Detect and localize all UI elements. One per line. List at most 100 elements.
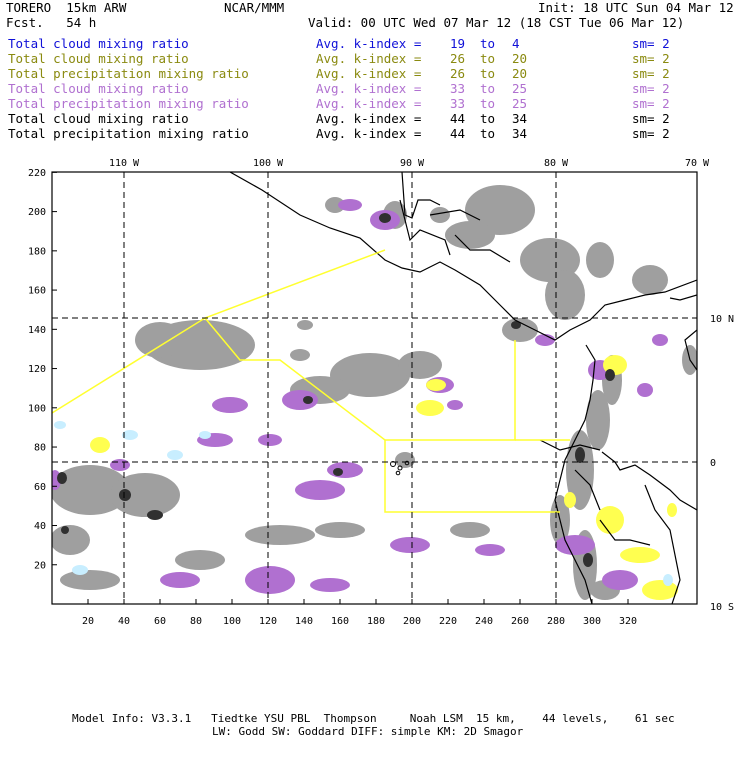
grid-x-tick-label: 320 (619, 616, 637, 627)
legend-row: Total cloud mixing ratio Avg. k-index = 26… (8, 51, 734, 66)
legend-kindex: Avg. k-index = (316, 126, 422, 141)
longitude-label: 90 W (400, 158, 425, 169)
model-title: TORERO 15km ARW (6, 0, 127, 15)
grid-y-tick-label: 200 (28, 207, 46, 218)
legend-row: Total cloud mixing ratio Avg. k-index = 44… (8, 111, 734, 126)
init-time: Init: 18 UTC Sun 04 Mar 12 (538, 0, 734, 15)
legend-to: 4 (512, 36, 520, 51)
legend-from: 26 (450, 66, 466, 81)
grid-x-tick-label: 260 (511, 616, 529, 627)
legend-sm: sm= 2 (632, 126, 670, 141)
grid-x-tick-label: 180 (367, 616, 385, 627)
grid-x-tick-label: 300 (583, 616, 601, 627)
axis-labels: 110 W 100 W 90 W 80 W 70 W 10 N 0 10 S 220 200 180… (28, 158, 734, 627)
longitude-label: 100 W (253, 158, 284, 169)
legend-sm: sm= 2 (632, 81, 670, 96)
legend-row: Total cloud mixing ratio Avg. k-index = 19… (8, 36, 734, 51)
legend-kindex: Avg. k-index = (316, 51, 422, 66)
legend-to-word: to (480, 96, 496, 111)
latitude-label: 0 (710, 458, 716, 469)
legend-to-word: to (480, 36, 496, 51)
legend-field: Total cloud mixing ratio (8, 111, 189, 126)
grid-y-tick-label: 20 (34, 560, 46, 571)
legend-to-word: to (480, 111, 496, 126)
legend-field: Total precipitation mixing ratio (8, 126, 249, 141)
grid-x-tick-label: 220 (439, 616, 457, 627)
legend-to: 34 (512, 111, 528, 126)
legend-from: 44 (450, 111, 466, 126)
latitude-label: 10 N (710, 314, 734, 325)
legend-from: 26 (450, 51, 466, 66)
legend-sm: sm= 2 (632, 66, 670, 81)
cloud-field-light-blue (54, 421, 673, 586)
grid-x-tick-label: 200 (403, 616, 421, 627)
legend-kindex: Avg. k-index = (316, 111, 422, 126)
grid-y-tick-label: 120 (28, 364, 46, 375)
legend-kindex: Avg. k-index = (316, 66, 422, 81)
legend-field: Total cloud mixing ratio (8, 36, 189, 51)
legend-row: Total precipitation mixing ratio Avg. k-i… (8, 96, 734, 111)
grid-y-tick-label: 160 (28, 286, 46, 297)
longitude-label: 70 W (685, 158, 710, 169)
axis-ticks (52, 171, 629, 604)
organization-label: NCAR/MMM (224, 0, 285, 15)
map-frame (51, 171, 698, 605)
grid-x-tick-label: 240 (475, 616, 493, 627)
grid-x-tick-label: 60 (154, 616, 166, 627)
legend-row: Total cloud mixing ratio Avg. k-index = 33… (8, 81, 734, 96)
legend-sm: sm= 2 (632, 96, 670, 111)
grid-y-tick-label: 60 (34, 482, 46, 493)
physics-info-line: LW: Godd SW: Goddard DIFF: simple KM: 2D… (212, 725, 524, 738)
legend-to: 25 (512, 96, 528, 111)
grid-x-tick-label: 40 (118, 616, 130, 627)
legend-kindex: Avg. k-index = (316, 96, 422, 111)
valid-time: Valid: 00 UTC Wed 07 Mar 12 (18 CST Tue … (308, 15, 685, 30)
grid-x-tick-label: 20 (82, 616, 94, 627)
longitude-label: 110 W (109, 158, 140, 169)
legend-field: Total precipitation mixing ratio (8, 66, 249, 81)
legend-kindex: Avg. k-index = (316, 81, 422, 96)
legend-row: Total precipitation mixing ratio Avg. k-i… (8, 66, 734, 81)
legend-to-word: to (480, 126, 496, 141)
grid-x-tick-label: 80 (190, 616, 202, 627)
grid-x-tick-label: 160 (331, 616, 349, 627)
legend-to: 34 (512, 126, 528, 141)
legend-to: 25 (512, 81, 528, 96)
model-info-line: Model Info: V3.3.1 Tiedtke YSU PBL Thomp… (72, 712, 675, 725)
legend-from: 19 (450, 36, 466, 51)
legend-to: 20 (512, 66, 528, 81)
grid-x-tick-label: 280 (547, 616, 565, 627)
latitude-label: 10 S (710, 602, 734, 613)
longitude-label: 80 W (544, 158, 569, 169)
legend-field: Total cloud mixing ratio (8, 81, 189, 96)
cloud-field-gray (52, 185, 697, 600)
lat-lon-grid (52, 172, 697, 604)
legend-sm: sm= 2 (632, 111, 670, 126)
grid-x-tick-label: 120 (259, 616, 277, 627)
grid-y-tick-label: 80 (34, 443, 46, 454)
legend-from: 44 (450, 126, 466, 141)
legend-from: 33 (450, 81, 466, 96)
legend-to-word: to (480, 81, 496, 96)
legend-to-word: to (480, 51, 496, 66)
map: 110 W 100 W 90 W 80 W 70 W 10 N 0 10 S 220 200 180… (28, 158, 734, 627)
grid-y-tick-label: 100 (28, 403, 46, 414)
grid-y-tick-label: 140 (28, 325, 46, 336)
legend-kindex: Avg. k-index = (316, 36, 422, 51)
coastlines (229, 172, 697, 604)
legend-field: Total precipitation mixing ratio (8, 96, 249, 111)
legend-row: Total precipitation mixing ratio Avg. k-i… (8, 126, 734, 141)
legend-field: Total cloud mixing ratio (8, 51, 189, 66)
legend-sm: sm= 2 (632, 36, 670, 51)
grid-x-tick-label: 100 (223, 616, 241, 627)
legend-to: 20 (512, 51, 528, 66)
legend-to-word: to (480, 66, 496, 81)
grid-y-tick-label: 40 (34, 521, 46, 532)
legend-sm: sm= 2 (632, 51, 670, 66)
cloud-field-dark (57, 213, 615, 567)
grid-y-tick-label: 180 (28, 246, 46, 257)
legend-from: 33 (450, 96, 466, 111)
grid-y-tick-label: 220 (28, 168, 46, 179)
forecast-hour: Fcst. 54 h (6, 15, 97, 30)
grid-x-tick-label: 140 (295, 616, 313, 627)
